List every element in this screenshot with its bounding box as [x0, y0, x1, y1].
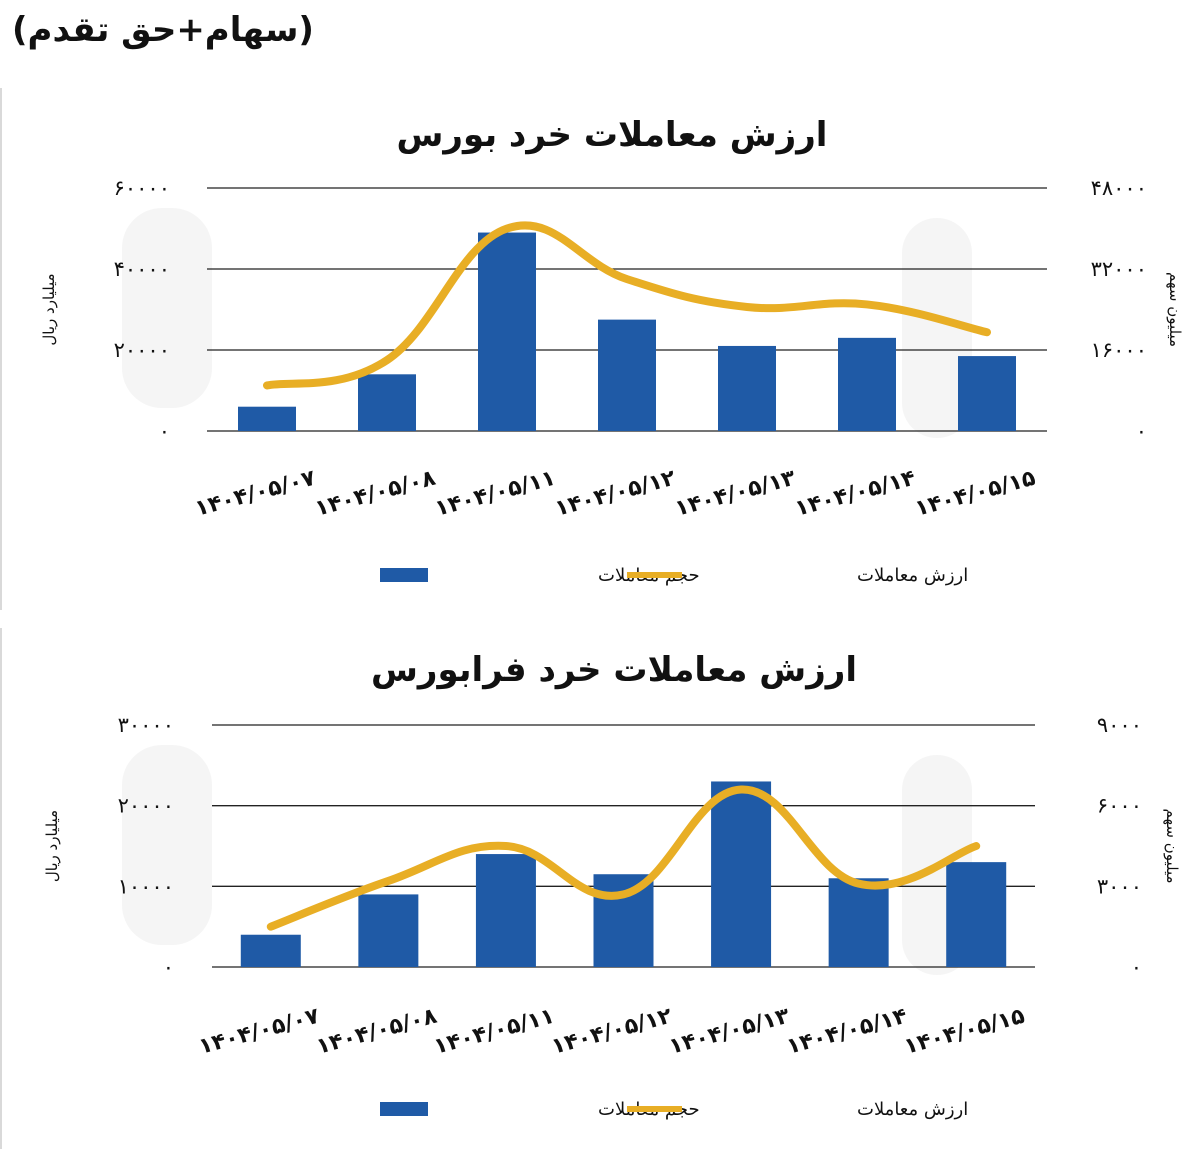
y2-axis-title: میلیون سهم [1166, 272, 1184, 347]
bar [358, 374, 416, 431]
y2-tick-label: ۳۲۰۰۰ [1091, 257, 1147, 281]
x-tick-label: ۱۴۰۴/۰۵/۱۱ [431, 1004, 557, 1060]
y2-tick-label: ۹۰۰۰ [1097, 713, 1142, 737]
x-tick-label: ۱۴۰۴/۰۵/۰۸ [312, 466, 438, 522]
x-tick-label: ۱۴۰۴/۰۵/۱۵ [912, 466, 1038, 522]
y-tick-label: ۴۰۰۰۰ [114, 257, 170, 281]
x-tick-label: ۱۴۰۴/۰۵/۱۴ [792, 466, 918, 522]
x-tick-label: ۱۴۰۴/۰۵/۱۵ [902, 1004, 1028, 1060]
y2-tick-label: ۰ [1136, 419, 1147, 443]
legend-label-line: ارزش معاملات [857, 1099, 968, 1120]
page-header-title: (سهام+حق تقدم) [12, 10, 314, 50]
y-tick-label: ۳۰۰۰۰ [118, 713, 174, 737]
y-tick-label: ۰ [159, 419, 170, 443]
y-tick-label: ۰ [163, 955, 174, 979]
x-tick-label: ۱۴۰۴/۰۵/۱۴ [784, 1004, 910, 1060]
bar [958, 356, 1016, 431]
legend-swatch-bar [380, 1102, 428, 1116]
watermark-shape-right [902, 218, 972, 438]
y2-tick-label: ۰ [1131, 955, 1142, 979]
bar [475, 854, 536, 967]
bourse-chart: ارزش معاملات خرد بورس ۰ ۰ ۲۰۰۰۰ ۱۶۰۰۰ ۴۰۰۰۰ ۳۲… [40, 115, 1184, 586]
bar [358, 894, 419, 967]
line-series [266, 785, 981, 931]
legend-swatch-bar [380, 568, 428, 582]
bar [711, 781, 772, 967]
bar [598, 319, 656, 431]
y-tick-label: ۲۰۰۰۰ [118, 794, 174, 818]
y-axis-title: میلیارد ریال [43, 810, 61, 882]
legend-label-line: ارزش معاملات [857, 565, 968, 586]
x-tick-label: ۱۴۰۴/۰۵/۱۳ [672, 466, 798, 522]
bar [838, 337, 896, 431]
bar [478, 232, 536, 431]
x-tick-label: ۱۴۰۴/۰۵/۰۷ [192, 466, 318, 522]
watermark-shape-left [122, 745, 212, 945]
bar [238, 406, 296, 431]
x-tick-label: ۱۴۰۴/۰۵/۰۸ [314, 1004, 440, 1060]
chart-title: ارزش معاملات خرد بورس [397, 115, 828, 155]
y-axis-title: میلیارد ریال [40, 273, 58, 345]
panel-divider [0, 612, 1200, 626]
y-tick-label: ۲۰۰۰۰ [114, 338, 170, 362]
x-tick-label: ۱۴۰۴/۰۵/۰۷ [196, 1004, 322, 1060]
chart-panel-bourse: ارزش معاملات خرد بورس ۰ ۰ ۲۰۰۰۰ ۱۶۰۰۰ ۴۰۰۰۰ ۳۲… [0, 88, 1200, 610]
watermark [122, 208, 972, 438]
y-tick-label: ۶۰۰۰۰ [114, 176, 170, 200]
watermark-shape-left [122, 208, 212, 408]
y2-tick-label: ۴۸۰۰۰ [1091, 176, 1147, 200]
x-tick-label: ۱۴۰۴/۰۵/۱۱ [432, 466, 558, 522]
bar [593, 874, 654, 967]
y2-tick-label: ۳۰۰۰ [1097, 874, 1142, 898]
y2-tick-label: ۶۰۰۰ [1097, 794, 1142, 818]
y2-axis-title: میلیون سهم [1163, 808, 1181, 883]
y-tick-label: ۱۰۰۰۰ [118, 874, 174, 898]
x-tick-label: ۱۴۰۴/۰۵/۱۲ [549, 1004, 675, 1060]
bar [718, 345, 776, 431]
bar [946, 862, 1007, 967]
y2-tick-label: ۱۶۰۰۰ [1091, 338, 1147, 362]
x-tick-label: ۱۴۰۴/۰۵/۱۳ [667, 1004, 793, 1060]
x-tick-label: ۱۴۰۴/۰۵/۱۲ [552, 466, 678, 522]
chart-panel-farabourse: ارزش معاملات خرد فرابورس ۰ ۰ ۱۰۰۰۰ ۳۰۰۰ ۲۰۰۰۰… [0, 628, 1200, 1149]
farabourse-chart: ارزش معاملات خرد فرابورس ۰ ۰ ۱۰۰۰۰ ۳۰۰۰ ۲۰۰۰۰… [43, 650, 1181, 1120]
chart-title: ارزش معاملات خرد فرابورس [371, 650, 857, 690]
bar [828, 878, 889, 967]
bar [240, 934, 301, 967]
